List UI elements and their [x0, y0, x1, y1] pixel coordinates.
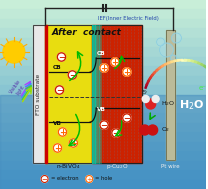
Bar: [0, 19, 206, 28]
Text: −: −: [42, 177, 48, 183]
Bar: [92, 25, 142, 163]
Bar: [0, 94, 206, 104]
Circle shape: [160, 43, 173, 57]
Bar: [0, 0, 206, 9]
Circle shape: [55, 86, 64, 94]
Bar: [45, 25, 47, 163]
Text: −: −: [101, 121, 108, 130]
Text: H$_2$O: H$_2$O: [161, 100, 175, 108]
Circle shape: [148, 125, 158, 135]
Text: −: −: [58, 53, 65, 62]
Text: +: +: [101, 64, 108, 73]
Circle shape: [86, 176, 93, 183]
Circle shape: [100, 121, 108, 129]
Circle shape: [100, 64, 108, 72]
Bar: [0, 47, 206, 57]
Text: −: −: [69, 71, 76, 80]
Bar: [166, 30, 176, 160]
Circle shape: [152, 95, 159, 102]
Bar: [0, 142, 206, 151]
Text: O$_2$: O$_2$: [161, 125, 170, 134]
Bar: [0, 9, 206, 19]
Bar: [0, 113, 206, 123]
Circle shape: [123, 114, 131, 122]
Text: FTO substrate: FTO substrate: [36, 73, 41, 115]
Circle shape: [68, 71, 77, 79]
Text: +: +: [59, 128, 66, 137]
Bar: [33, 25, 45, 163]
Text: = electron: = electron: [51, 177, 78, 181]
Text: −: −: [123, 114, 130, 123]
Text: n-BiVO$_4$: n-BiVO$_4$: [56, 162, 81, 171]
Text: VB: VB: [53, 121, 61, 126]
Bar: [45, 25, 92, 163]
Circle shape: [123, 68, 131, 76]
Text: +: +: [70, 139, 77, 148]
Circle shape: [171, 55, 176, 61]
Text: After  contact: After contact: [51, 28, 121, 37]
Text: e⁻: e⁻: [198, 85, 206, 91]
Text: H$_2$O: H$_2$O: [178, 98, 204, 112]
Circle shape: [157, 38, 165, 46]
Circle shape: [172, 33, 181, 43]
Text: +: +: [123, 68, 130, 77]
Circle shape: [142, 95, 149, 102]
Bar: [0, 38, 206, 47]
Bar: [0, 66, 206, 76]
Circle shape: [69, 139, 78, 147]
Text: CB: CB: [53, 65, 61, 70]
Text: Visible
light: Visible light: [9, 78, 27, 98]
Bar: [0, 132, 206, 142]
Text: IEF(Inner Electric Field): IEF(Inner Electric Field): [98, 16, 159, 21]
Bar: [33, 25, 45, 163]
Text: CB: CB: [97, 51, 106, 56]
Bar: [0, 123, 206, 132]
Bar: [0, 57, 206, 66]
Text: +: +: [111, 58, 119, 67]
Circle shape: [41, 176, 48, 183]
Text: VB: VB: [97, 107, 106, 112]
Circle shape: [140, 125, 150, 135]
Bar: [166, 30, 176, 160]
Circle shape: [112, 129, 120, 137]
Bar: [0, 85, 206, 94]
Text: −: −: [113, 129, 119, 138]
Text: $E_f$: $E_f$: [141, 88, 149, 97]
Circle shape: [53, 144, 62, 152]
Text: +: +: [54, 144, 61, 153]
Circle shape: [57, 53, 66, 61]
Text: p-Cu$_2$O: p-Cu$_2$O: [106, 162, 128, 171]
Bar: [0, 104, 206, 113]
Bar: [0, 76, 206, 85]
Text: = hole: = hole: [95, 177, 112, 181]
Circle shape: [111, 58, 119, 66]
Bar: [45, 25, 92, 163]
Circle shape: [58, 128, 67, 136]
Bar: [0, 151, 206, 161]
Circle shape: [146, 99, 156, 109]
Text: Pt wire: Pt wire: [161, 164, 180, 169]
Text: +: +: [86, 177, 92, 183]
Bar: [0, 161, 206, 170]
Bar: [0, 28, 206, 38]
Bar: [0, 95, 206, 189]
Bar: [92, 25, 142, 163]
Bar: [0, 170, 206, 180]
Bar: [0, 180, 206, 189]
Text: −: −: [56, 86, 63, 95]
Circle shape: [3, 41, 25, 63]
